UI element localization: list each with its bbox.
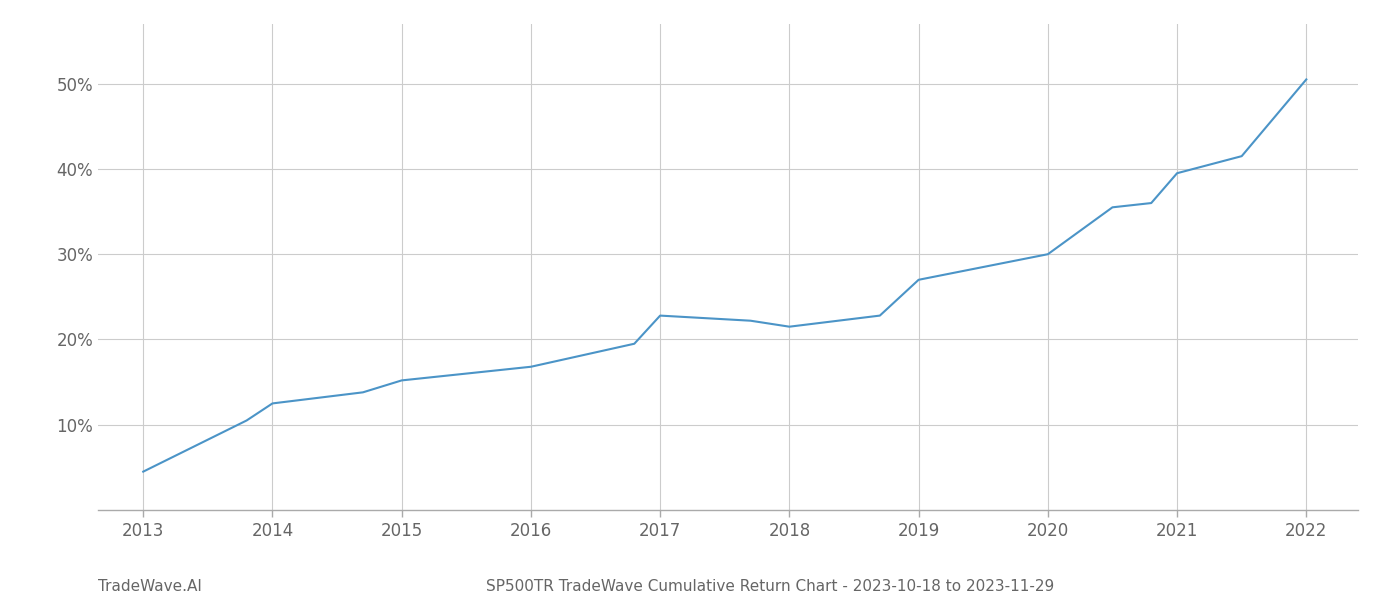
Text: TradeWave.AI: TradeWave.AI [98,579,202,594]
Text: SP500TR TradeWave Cumulative Return Chart - 2023-10-18 to 2023-11-29: SP500TR TradeWave Cumulative Return Char… [486,579,1054,594]
